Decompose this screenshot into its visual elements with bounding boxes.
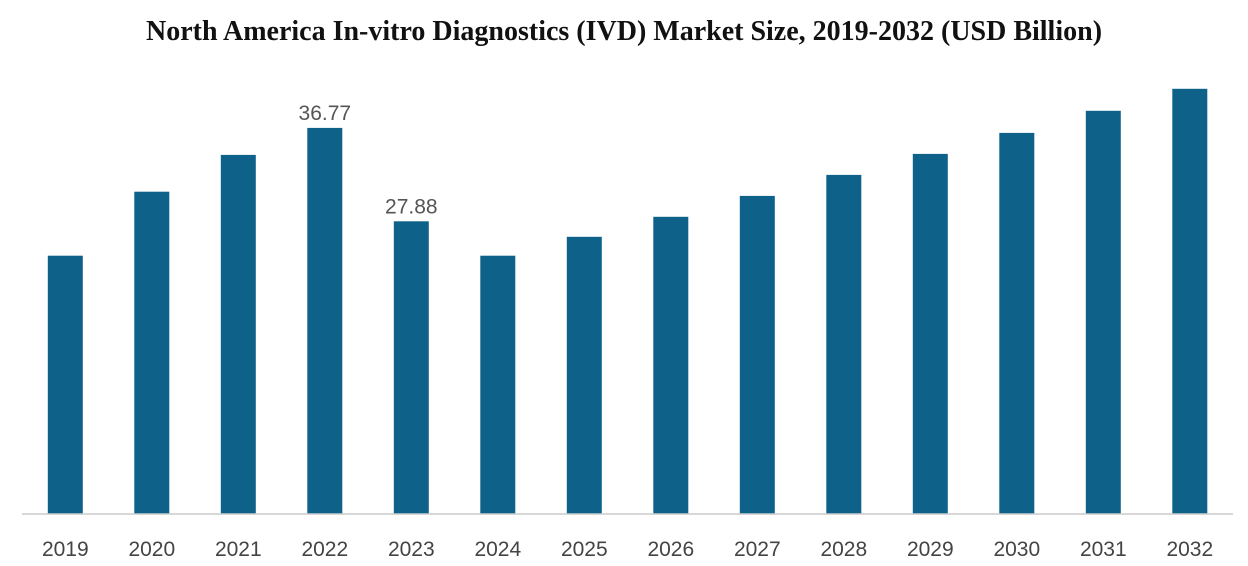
bar-2032 — [1172, 88, 1208, 515]
bars-group — [47, 88, 1208, 515]
bar-2026 — [653, 216, 689, 515]
data-label-2023: 27.88 — [385, 195, 438, 218]
x-tick-label: 2031 — [1080, 538, 1127, 561]
bar-2029 — [912, 153, 948, 514]
x-tick-label: 2027 — [734, 538, 781, 561]
x-tick-label: 2025 — [561, 538, 608, 561]
x-tick-label: 2028 — [820, 538, 867, 561]
bar-2022 — [307, 127, 343, 515]
bar-2019 — [47, 255, 83, 514]
x-tick-label: 2021 — [215, 538, 262, 561]
bar-2027 — [739, 195, 775, 514]
x-tick-label: 2024 — [474, 538, 521, 561]
x-tick-labels-group: 2019 2020 2021 2022 2023 2024 2025 2026 2027 2028… — [42, 538, 1213, 561]
bar-2023 — [393, 221, 429, 515]
x-tick-label: 2029 — [907, 538, 954, 561]
bar-2028 — [826, 174, 862, 514]
x-tick-label: 2022 — [301, 538, 348, 561]
data-label-2022: 36.77 — [299, 102, 352, 125]
x-tick-label: 2023 — [388, 538, 435, 561]
x-tick-label: 2020 — [128, 538, 175, 561]
x-tick-label: 2030 — [993, 538, 1040, 561]
chart-title: North America In-vitro Diagnostics (IVD)… — [145, 16, 1103, 47]
x-tick-label: 2032 — [1166, 538, 1213, 561]
data-labels-group: 36.77 27.88 — [299, 102, 438, 218]
bar-2021 — [220, 154, 256, 514]
x-tick-label: 2026 — [647, 538, 694, 561]
x-tick-label: 2019 — [42, 538, 89, 561]
bar-2030 — [999, 132, 1035, 514]
bar-2020 — [134, 191, 170, 514]
bar-2025 — [566, 236, 602, 515]
bar-2031 — [1085, 110, 1121, 515]
bar-2024 — [480, 255, 516, 514]
